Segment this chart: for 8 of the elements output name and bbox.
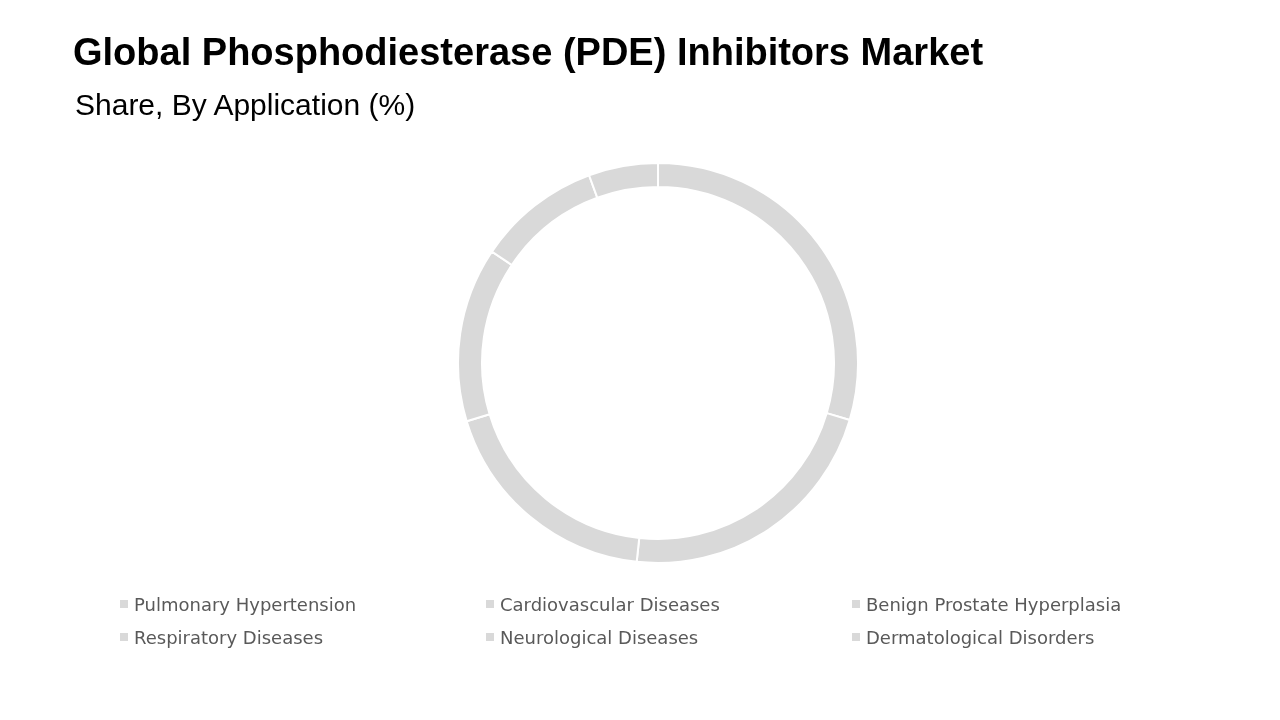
legend-label: Cardiovascular Diseases [500, 593, 720, 615]
legend-label: Pulmonary Hypertension [134, 593, 357, 615]
legend-label: Respiratory Diseases [134, 626, 324, 648]
legend-label: Dermatological Disorders [866, 626, 1095, 648]
chart-subtitle: Share, By Application (%) [75, 87, 416, 121]
legend-label: Benign Prostate Hyperplasia [866, 593, 1122, 615]
legend-label: Neurological Diseases [500, 626, 699, 648]
chart-title: Global Phosphodiesterase (PDE) Inhibitors Market [73, 31, 984, 73]
